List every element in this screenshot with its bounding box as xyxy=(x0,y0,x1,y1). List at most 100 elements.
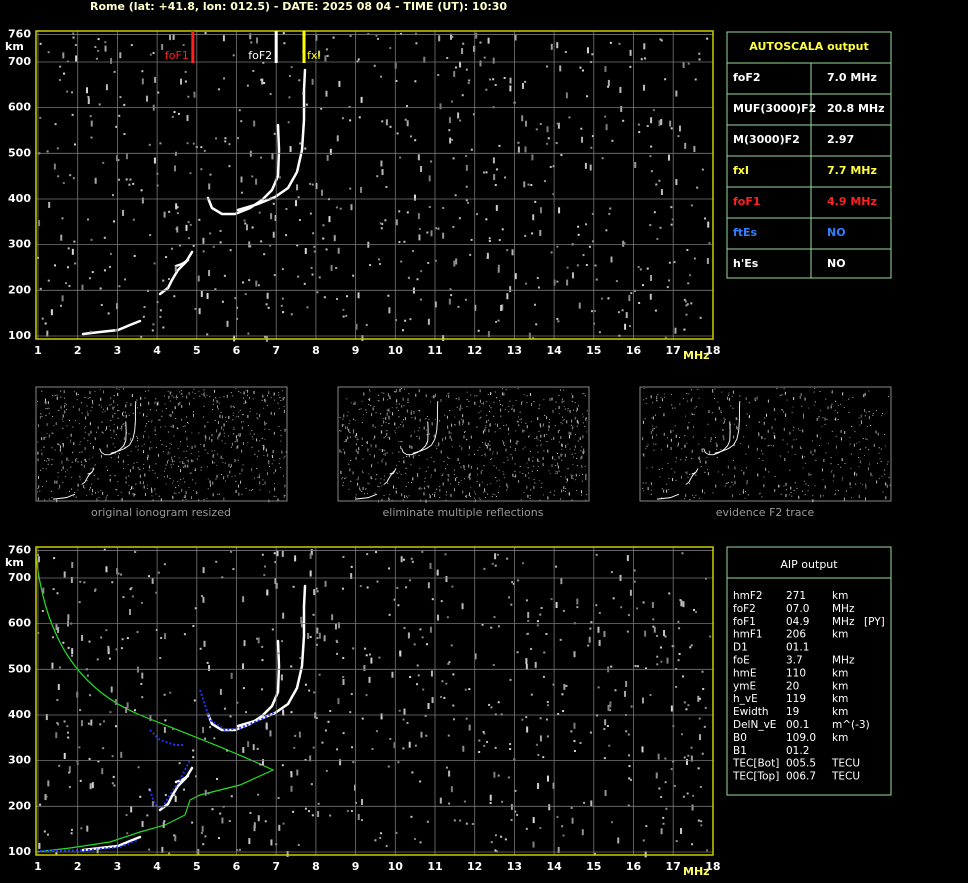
noise xyxy=(130,437,132,441)
noise xyxy=(506,557,509,560)
noise xyxy=(465,494,467,498)
noise xyxy=(802,490,804,492)
noise xyxy=(352,403,354,405)
noise xyxy=(61,295,64,302)
noise xyxy=(218,434,220,438)
aip-cell: TEC[Top] xyxy=(732,771,779,783)
noise xyxy=(194,607,197,610)
noise xyxy=(62,641,65,644)
noise xyxy=(710,440,712,442)
noise xyxy=(313,245,316,248)
noise xyxy=(481,623,484,626)
noise xyxy=(125,414,127,418)
aip-cell: MHz xyxy=(832,655,855,667)
noise xyxy=(89,391,91,395)
noise xyxy=(647,487,649,491)
noise xyxy=(105,629,108,632)
noise xyxy=(465,495,467,497)
noise xyxy=(228,143,231,146)
noise xyxy=(351,746,354,749)
noise xyxy=(154,428,156,432)
noise xyxy=(844,462,846,464)
noise xyxy=(41,452,43,456)
noise xyxy=(124,278,127,281)
noise xyxy=(398,709,401,712)
noise xyxy=(269,93,272,96)
noise xyxy=(406,409,408,413)
noise xyxy=(281,764,284,767)
noise xyxy=(840,429,842,433)
noise xyxy=(858,441,860,443)
noise xyxy=(261,759,264,766)
noise xyxy=(687,282,690,285)
noise xyxy=(182,461,184,465)
noise xyxy=(573,722,576,729)
noise xyxy=(667,463,669,465)
noise xyxy=(203,444,205,448)
noise xyxy=(355,444,357,446)
noise xyxy=(783,411,785,413)
noise xyxy=(48,498,50,500)
noise xyxy=(282,822,285,825)
noise xyxy=(223,432,225,434)
noise xyxy=(248,838,251,845)
noise xyxy=(622,119,625,122)
noise xyxy=(727,465,729,469)
noise xyxy=(219,812,222,815)
noise xyxy=(468,400,470,402)
noise xyxy=(492,57,495,64)
noise xyxy=(191,446,193,450)
noise xyxy=(259,481,261,485)
noise xyxy=(637,266,640,269)
noise xyxy=(694,407,696,409)
noise xyxy=(282,32,285,35)
noise xyxy=(485,427,487,429)
noise xyxy=(217,405,219,409)
noise xyxy=(57,626,60,633)
noise xyxy=(462,42,465,45)
noise xyxy=(388,613,391,616)
noise xyxy=(117,494,119,496)
noise xyxy=(835,417,837,421)
noise xyxy=(505,424,507,426)
noise xyxy=(57,476,59,478)
noise xyxy=(64,402,66,404)
noise xyxy=(482,431,484,433)
x-tick-label: 8 xyxy=(312,860,320,873)
noise xyxy=(99,723,102,726)
noise xyxy=(146,289,149,292)
noise xyxy=(454,416,456,418)
noise xyxy=(642,601,645,604)
noise xyxy=(185,465,187,467)
noise xyxy=(86,480,88,482)
noise xyxy=(221,415,223,419)
noise xyxy=(810,474,812,476)
noise xyxy=(510,454,512,456)
noise xyxy=(748,445,750,449)
noise xyxy=(230,550,233,553)
noise xyxy=(490,626,493,629)
noise xyxy=(356,439,358,441)
noise xyxy=(658,179,661,182)
noise xyxy=(253,120,256,127)
noise xyxy=(378,394,380,396)
noise xyxy=(435,227,438,230)
noise xyxy=(92,456,94,458)
noise xyxy=(103,269,106,272)
noise xyxy=(463,435,465,439)
noise xyxy=(237,459,239,461)
noise xyxy=(444,414,446,416)
noise xyxy=(487,493,489,495)
noise xyxy=(63,390,65,394)
noise xyxy=(448,770,451,777)
noise xyxy=(199,647,202,650)
noise xyxy=(73,391,75,393)
noise xyxy=(109,404,111,406)
noise xyxy=(827,406,829,410)
noise xyxy=(151,489,153,493)
noise xyxy=(489,794,492,801)
y-tick-label: 760 xyxy=(8,544,31,557)
noise xyxy=(428,206,431,209)
noise xyxy=(120,751,123,758)
noise xyxy=(69,441,71,443)
